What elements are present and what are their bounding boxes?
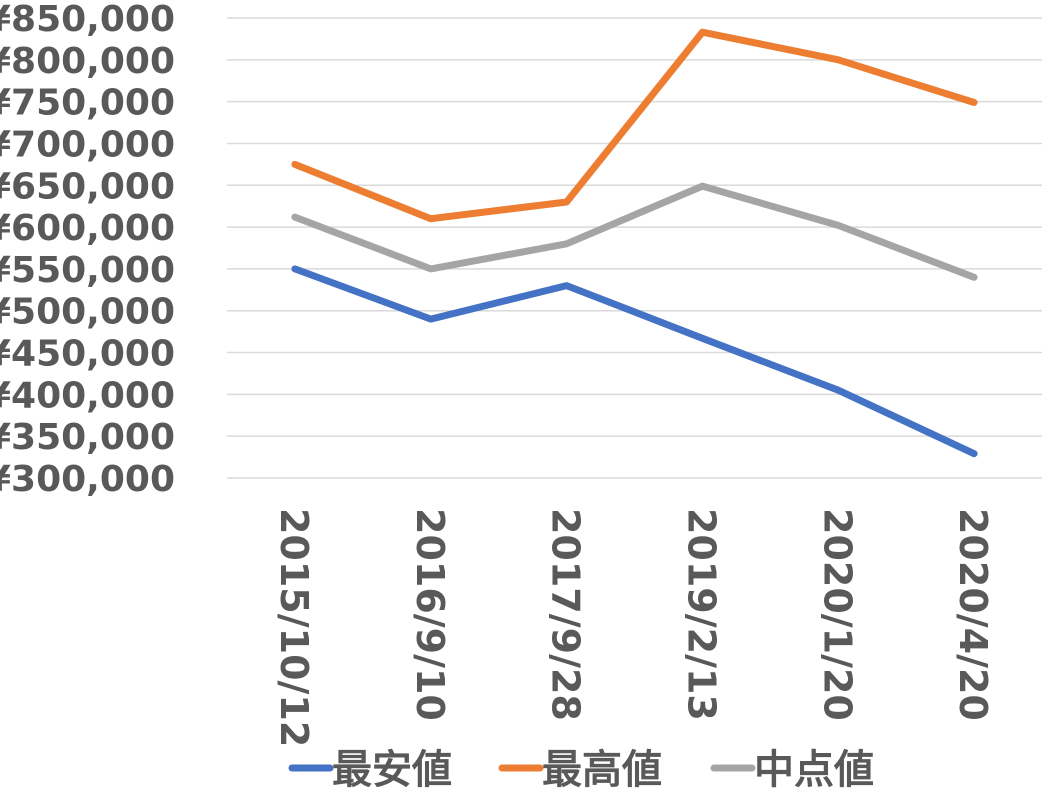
legend-label: 中点値 xyxy=(754,747,874,792)
y-tick-label: ¥550,000 xyxy=(0,250,175,291)
y-tick-label: ¥600,000 xyxy=(0,208,175,249)
y-tick-label: ¥400,000 xyxy=(0,375,175,416)
y-tick-label: ¥450,000 xyxy=(0,334,175,375)
y-tick-label: ¥800,000 xyxy=(0,41,175,82)
legend: 最安値 最高値 中点値 xyxy=(288,747,874,792)
x-tick-label: 2020/4/20 xyxy=(951,508,995,721)
x-tick-label: 2016/9/10 xyxy=(408,508,452,721)
x-tick-label: 2019/2/13 xyxy=(679,508,723,721)
series-line-2 xyxy=(291,28,978,223)
y-tick-label: ¥700,000 xyxy=(0,124,175,165)
x-axis-tick-labels: 2015/10/12 2016/9/10 2017/9/28 2019/2/13 202… xyxy=(272,508,995,747)
y-tick-label: ¥350,000 xyxy=(0,417,175,458)
x-tick-label: 2017/9/28 xyxy=(544,508,588,721)
x-tick-label: 2015/10/12 xyxy=(272,508,316,747)
legend-label: 最安値 xyxy=(332,747,452,792)
y-tick-label: ¥850,000 xyxy=(0,0,175,40)
y-tick-label: ¥500,000 xyxy=(0,292,175,333)
series-line-3 xyxy=(291,182,978,281)
y-tick-label: ¥300,000 xyxy=(0,459,175,500)
y-tick-label: ¥750,000 xyxy=(0,83,175,124)
x-tick-label: 2020/1/20 xyxy=(815,508,859,721)
series-line-1 xyxy=(291,265,978,458)
y-axis-tick-labels: ¥300,000¥350,000¥400,000¥450,000¥500,000… xyxy=(0,0,175,500)
legend-label: 最高値 xyxy=(542,747,662,792)
series-lines xyxy=(291,28,978,458)
y-tick-label: ¥650,000 xyxy=(0,166,175,207)
